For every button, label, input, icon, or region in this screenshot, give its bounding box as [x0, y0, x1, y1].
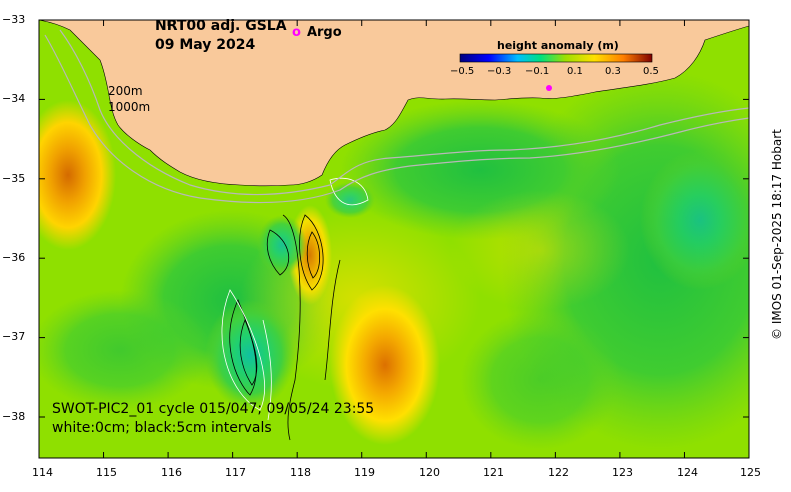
x-tick-label: 118 — [290, 466, 311, 479]
swath-contours — [221, 177, 369, 441]
y-tick-label: −34 — [2, 92, 26, 105]
argo-marker-icon: o — [292, 25, 301, 40]
colorbar-tick: −0.5 — [450, 66, 475, 77]
argo-legend: o Argo — [292, 25, 342, 40]
colorbar-tick: 0.5 — [643, 66, 659, 77]
y-tick-label: −35 — [2, 172, 26, 185]
y-tick-label: −36 — [2, 251, 26, 264]
colorbar-title: height anomaly (m) — [497, 39, 619, 52]
x-tick-label: 123 — [612, 466, 633, 479]
credit-text: © IMOS 01-Sep-2025 18:17 Hobart — [770, 129, 784, 340]
map-frame — [38, 19, 750, 459]
x-tick-label: 120 — [419, 466, 440, 479]
x-tick-label: 124 — [677, 466, 698, 479]
colorbar-tick: −0.1 — [525, 66, 550, 77]
argo-floats — [546, 85, 552, 91]
y-tick-label: −37 — [2, 330, 26, 343]
isobath-label-200m: 200m — [108, 84, 143, 98]
y-tick-label: −38 — [2, 410, 26, 423]
y-tick-label: −33 — [2, 13, 26, 26]
x-tick-label: 114 — [32, 466, 53, 479]
isobath-1000m — [44, 34, 749, 204]
colorbar-tick: 0.1 — [567, 66, 583, 77]
x-tick-label: 119 — [354, 466, 375, 479]
argo-legend-label: Argo — [306, 25, 342, 40]
colorbar-tick: −0.3 — [487, 66, 512, 77]
colorbar — [459, 53, 653, 63]
sea-level-field — [39, 20, 749, 458]
x-tick-label: 116 — [161, 466, 182, 479]
isobath-label-1000m: 1000m — [108, 100, 151, 114]
map-title: NRT00 adj. GSLA — [155, 18, 287, 34]
x-tick-label: 122 — [548, 466, 569, 479]
x-tick-label: 125 — [740, 466, 761, 479]
x-tick-label: 121 — [483, 466, 504, 479]
contour-note: white:0cm; black:5cm intervals — [52, 420, 272, 436]
colorbar-tick: 0.3 — [605, 66, 621, 77]
x-tick-label: 115 — [96, 466, 117, 479]
map-date: 09 May 2024 — [155, 37, 256, 53]
x-tick-label: 117 — [225, 466, 246, 479]
swot-pass-label: SWOT-PIC2_01 cycle 015/047; 09/05/24 23:… — [52, 401, 375, 417]
isobath-200m — [59, 29, 749, 196]
